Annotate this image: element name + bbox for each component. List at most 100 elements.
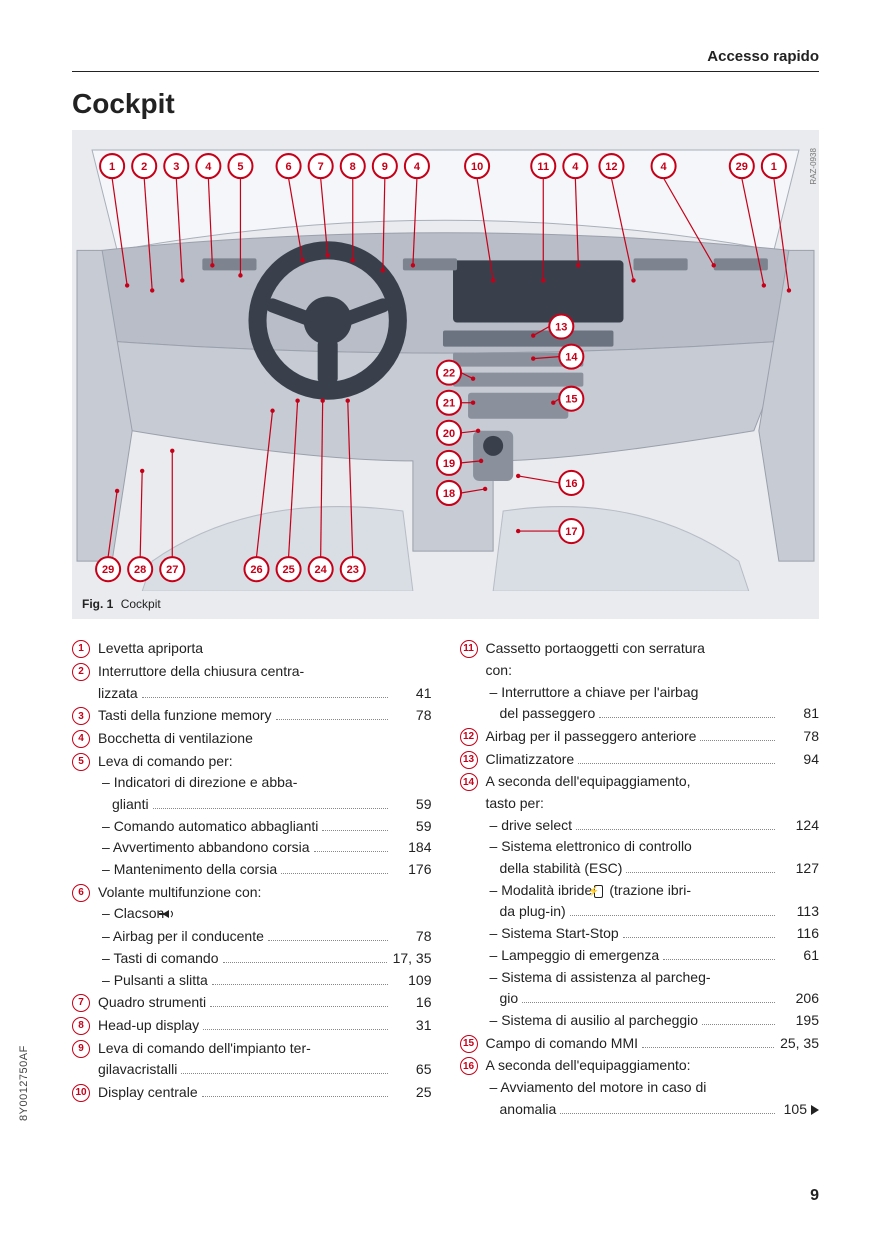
legend-column-right: 11Cassetto portaoggetti con serraturacon… [460,637,820,1121]
svg-text:27: 27 [166,564,178,576]
leader-dots [576,829,775,830]
svg-text:3: 3 [173,161,179,173]
legend-text: Airbag per il conducente [98,926,264,948]
legend-line: Comando automatico abbaglianti59 [98,816,432,838]
page-ref: 109 [394,970,432,992]
legend-text: Avvertimento abbandono corsia [98,837,310,859]
legend-line: Avvertimento abbandono corsia 184 [98,837,432,859]
legend-text: Climatizzatore [486,749,575,771]
page-ref: 124 [781,815,819,837]
caption-text: Cockpit [121,597,161,611]
svg-text:4: 4 [205,161,212,173]
leader-dots [522,1002,775,1003]
legend-line: A seconda dell'equipaggiamento, [486,771,820,793]
legend-text: gilavacristalli [98,1059,177,1081]
legend-line: Tasti di comando17, 35 [98,948,432,970]
legend-entry: 2Interruttore della chiusura centra-lizz… [72,661,432,704]
legend-line: Lampeggio di emergenza61 [486,945,820,967]
leader-dots [202,1096,388,1097]
legend-body: A seconda dell'equipaggiamento,tasto per… [486,771,820,1031]
legend-line: Leva di comando per: [98,751,432,773]
legend-text: Avviamento del motore in caso di [486,1077,707,1099]
leader-dots [203,1029,387,1030]
svg-text:12: 12 [605,161,617,173]
legend-line: Interruttore della chiusura centra- [98,661,432,683]
legend-marker: 10 [72,1084,90,1102]
leader-dots [276,719,388,720]
legend-line: Airbag per il conducente78 [98,926,432,948]
legend-text: glianti [98,794,149,816]
legend-body: Bocchetta di ventilazione [98,728,432,750]
legend-body: Airbag per il passeggero anteriore78 [486,726,820,748]
legend-text: Lampeggio di emergenza [486,945,660,967]
svg-text:9: 9 [382,161,388,173]
leader-dots [153,808,388,809]
svg-text:4: 4 [572,161,579,173]
svg-text:28: 28 [134,564,146,576]
legend-body: Campo di comando MMI25, 35 [486,1033,820,1055]
legend-text: Clacson [98,903,176,926]
legend-entry: 10 Display centrale25 [72,1082,432,1104]
legend-line: Airbag per il passeggero anteriore78 [486,726,820,748]
legend-marker: 5 [72,753,90,771]
legend-entry: 12Airbag per il passeggero anteriore78 [460,726,820,748]
page-ref: 16 [394,992,432,1014]
legend-line: Tasti della funzione memory78 [98,705,432,727]
svg-text:RAZ-0938: RAZ-0938 [809,148,818,185]
legend-entry: 5 Leva di comando per:Indicatori di direz… [72,751,432,881]
svg-text:5: 5 [237,161,243,173]
legend-marker: 7 [72,994,90,1012]
legend-text: Display centrale [98,1082,198,1104]
svg-text:15: 15 [565,394,577,406]
legend-text: Tasti di comando [98,948,219,970]
legend-text: Levetta apriporta [98,638,203,660]
legend-marker: 1 [72,640,90,658]
legend-line: Levetta apriporta [98,638,432,660]
legend-text: gio [486,988,519,1010]
legend-entry: 16 A seconda dell'equipaggiamento:Avviame… [460,1055,820,1120]
cockpit-figure: RAZ-093812345678941011412429129282726252… [72,130,819,591]
legend-text: Tasti della funzione memory [98,705,272,727]
svg-text:26: 26 [250,564,262,576]
legend-body: Quadro strumenti16 [98,992,432,1014]
legend-line: da plug-in)113 [486,901,820,923]
leader-dots [626,872,775,873]
caption-label: Fig. 1 [82,597,113,611]
legend-line: A seconda dell'equipaggiamento: [486,1055,820,1077]
svg-text:29: 29 [102,564,114,576]
page-ref: 184 [394,837,432,859]
legend-entry: 4Bocchetta di ventilazione [72,728,432,750]
svg-text:13: 13 [555,322,567,334]
legend-line: Cassetto portaoggetti con serratura [486,638,820,660]
leader-dots [599,717,775,718]
legend-line: con: [486,660,820,682]
svg-text:19: 19 [443,458,455,470]
legend-entry: 8Head-up display31 [72,1015,432,1037]
legend-marker: 16 [460,1057,478,1075]
legend-text: Leva di comando dell'impianto ter- [98,1038,311,1060]
leader-dots [142,697,388,698]
legend-text: Comando automatico abbaglianti [98,816,318,838]
legend-line: gilavacristalli65 [98,1059,432,1081]
legend-text: Leva di comando per: [98,751,233,773]
legend-line: Indicatori di direzione e abba- [98,772,432,794]
legend-line: Quadro strumenti16 [98,992,432,1014]
legend-text: drive select [486,815,573,837]
legend-line: Modalità ibride⚡ (trazione ibri- [486,880,820,902]
leader-dots [570,915,775,916]
legend-line: Display centrale25 [98,1082,432,1104]
legend-text: A seconda dell'equipaggiamento: [486,1055,691,1077]
legend-text: anomalia [486,1099,557,1121]
legend-body: Interruttore della chiusura centra-lizza… [98,661,432,704]
legend-line: del passeggero81 [486,703,820,725]
legend-line: Sistema Start-Stop116 [486,923,820,945]
svg-text:18: 18 [443,488,455,500]
legend-line: Sistema di assistenza al parcheg- [486,967,820,989]
leader-dots [642,1047,774,1048]
legend-entry: 1 Levetta apriporta [72,638,432,660]
legend-entry: 7 Quadro strumenti16 [72,992,432,1014]
legend-entry: 3Tasti della funzione memory78 [72,705,432,727]
legend-text: da plug-in) [486,901,566,923]
legend-marker: 13 [460,751,478,769]
legend-line: drive select 124 [486,815,820,837]
